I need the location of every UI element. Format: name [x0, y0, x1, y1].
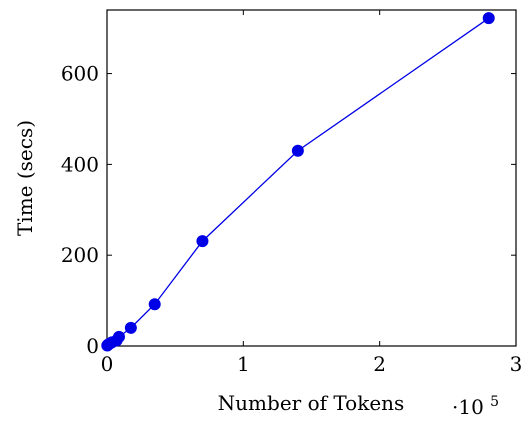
x-multiplier-exponent: 5: [490, 394, 499, 410]
x-tick-label: 2: [373, 352, 386, 376]
data-point: [148, 298, 161, 311]
series-line: [106, 17, 490, 346]
x-axis-label: Number of Tokens: [218, 391, 405, 415]
series-group: [101, 12, 495, 352]
y-tick-label: 400: [61, 152, 99, 176]
axis-ticks: [106, 10, 517, 347]
y-tick-label: 600: [61, 62, 99, 86]
plot-frame: [106, 9, 517, 347]
x-multiplier-base: ·10: [452, 395, 484, 419]
data-point: [112, 330, 125, 343]
data-point: [196, 235, 209, 248]
x-tick-label: 3: [510, 352, 523, 376]
x-tick-label: 1: [237, 352, 250, 376]
y-tick-label: 0: [86, 334, 99, 358]
y-axis-label: Time (secs): [13, 120, 37, 236]
x-tick-label: 0: [101, 352, 114, 376]
data-point: [124, 321, 137, 334]
data-point: [482, 12, 495, 25]
tick-labels: 0 1 2 3 0 200 400 600: [61, 62, 523, 376]
data-point: [291, 144, 304, 157]
y-tick-label: 200: [61, 243, 99, 267]
x-multiplier-label: ·10 5: [452, 394, 499, 419]
